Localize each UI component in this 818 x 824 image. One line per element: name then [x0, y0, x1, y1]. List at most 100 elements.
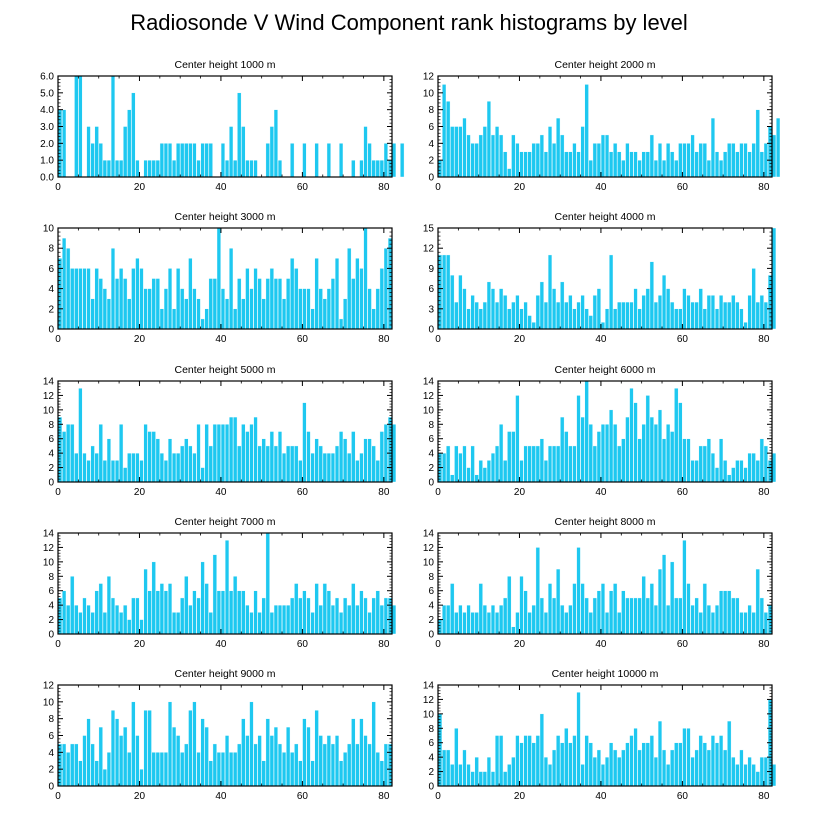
histogram-bar	[490, 604, 496, 635]
histogram-bar	[739, 612, 744, 635]
x-tick-label: 80	[758, 791, 770, 802]
histogram-bar	[200, 143, 205, 178]
y-tick-label: 6	[428, 738, 434, 749]
histogram-bar	[245, 431, 250, 483]
histogram-bar	[645, 742, 650, 787]
histogram-bar	[387, 416, 393, 483]
histogram-bar	[62, 743, 67, 787]
histogram-bar	[339, 760, 344, 787]
x-tick-label: 60	[297, 791, 309, 802]
histogram-bar	[281, 298, 287, 330]
x-tick-label: 40	[215, 639, 227, 650]
histogram-bar	[609, 254, 614, 330]
histogram-bar	[343, 597, 348, 635]
histogram-bar	[253, 416, 258, 483]
histogram-bar	[294, 583, 299, 635]
histogram-bar	[694, 749, 699, 787]
histogram-bar	[139, 268, 144, 330]
panel-title: Center height 10000 m	[552, 668, 659, 680]
histogram-bar	[127, 752, 132, 787]
histogram-bar	[237, 92, 242, 178]
histogram-bar	[588, 612, 593, 635]
histogram-bar	[710, 117, 716, 178]
histogram-bar	[743, 322, 748, 330]
x-tick-label: 40	[215, 487, 227, 498]
histogram-bar	[171, 308, 177, 330]
x-tick-label: 40	[595, 791, 607, 802]
histogram-bar	[714, 467, 720, 483]
histogram-bar	[552, 749, 557, 787]
histogram-bar	[678, 402, 683, 483]
plot-frame	[437, 227, 773, 330]
histogram-bar	[511, 431, 516, 483]
histogram-bar	[281, 752, 287, 787]
histogram-bar	[237, 743, 242, 787]
x-tick-label: 80	[378, 487, 390, 498]
histogram-bar	[102, 288, 107, 330]
histogram-bar	[375, 159, 380, 178]
histogram-bar	[613, 143, 618, 178]
histogram-bar	[743, 612, 748, 635]
y-tick-label: 4	[428, 601, 434, 612]
histogram-bar	[387, 743, 393, 787]
histogram-bar	[710, 612, 716, 635]
histogram-bar	[666, 604, 671, 635]
histogram-bar	[446, 445, 451, 483]
histogram-bar	[633, 728, 638, 787]
histogram-bar	[670, 749, 675, 787]
histogram-bar	[515, 295, 520, 330]
histogram-bar	[322, 743, 327, 787]
histogram-bar	[450, 126, 455, 178]
histogram-bar	[580, 295, 585, 330]
histogram-bar	[90, 743, 95, 787]
histogram-bar	[494, 612, 500, 635]
histogram-bar	[229, 416, 234, 483]
histogram-bar	[74, 743, 79, 787]
histogram-bar	[653, 159, 659, 178]
histogram-bar	[98, 583, 103, 635]
histogram-bar	[70, 576, 75, 635]
histogram-bar	[216, 752, 221, 787]
histogram-bar	[363, 126, 368, 178]
histogram-bar	[375, 460, 380, 483]
histogram-panel: Center height 2000 m 0 20 40 60 80 0 2 4 6 8 10 12	[423, 59, 781, 193]
histogram-bar	[519, 460, 524, 483]
histogram-bar	[666, 288, 671, 330]
y-tick-label: 14	[43, 377, 55, 388]
histogram-bar	[584, 735, 589, 787]
histogram-bar	[188, 604, 193, 635]
histogram-bar	[580, 416, 585, 483]
histogram-bar	[269, 612, 274, 635]
histogram-bar	[519, 308, 524, 330]
histogram-bar	[159, 452, 164, 483]
histogram-bar	[466, 604, 471, 635]
x-tick-label: 20	[134, 334, 146, 345]
x-tick-label: 20	[514, 334, 526, 345]
histogram-bar	[367, 143, 372, 178]
histogram-bar	[568, 742, 573, 787]
y-tick-label: 12	[43, 391, 55, 402]
histogram-bar	[739, 308, 744, 330]
histogram-bar	[220, 752, 226, 787]
histogram-bar	[106, 752, 111, 787]
panel-title: Center height 5000 m	[175, 364, 276, 376]
histogram-bar	[102, 159, 107, 178]
histogram-bar	[351, 431, 356, 483]
histogram-bar	[237, 445, 242, 483]
histogram-bar	[273, 445, 278, 483]
histogram-bar	[527, 735, 532, 787]
histogram-bar	[347, 452, 352, 483]
histogram-bar	[482, 604, 487, 635]
histogram-bar	[629, 597, 634, 635]
histogram-bar	[547, 764, 553, 787]
histogram-bar	[367, 438, 372, 483]
histogram-bar	[196, 159, 201, 178]
histogram-bar	[702, 583, 707, 635]
histogram-bar	[391, 604, 397, 635]
histogram-bar	[759, 151, 764, 178]
histogram-bar	[629, 301, 634, 330]
histogram-bar	[698, 445, 703, 483]
histogram-bar	[682, 728, 687, 787]
histogram-bar	[743, 467, 748, 483]
histogram-bar	[674, 308, 679, 330]
